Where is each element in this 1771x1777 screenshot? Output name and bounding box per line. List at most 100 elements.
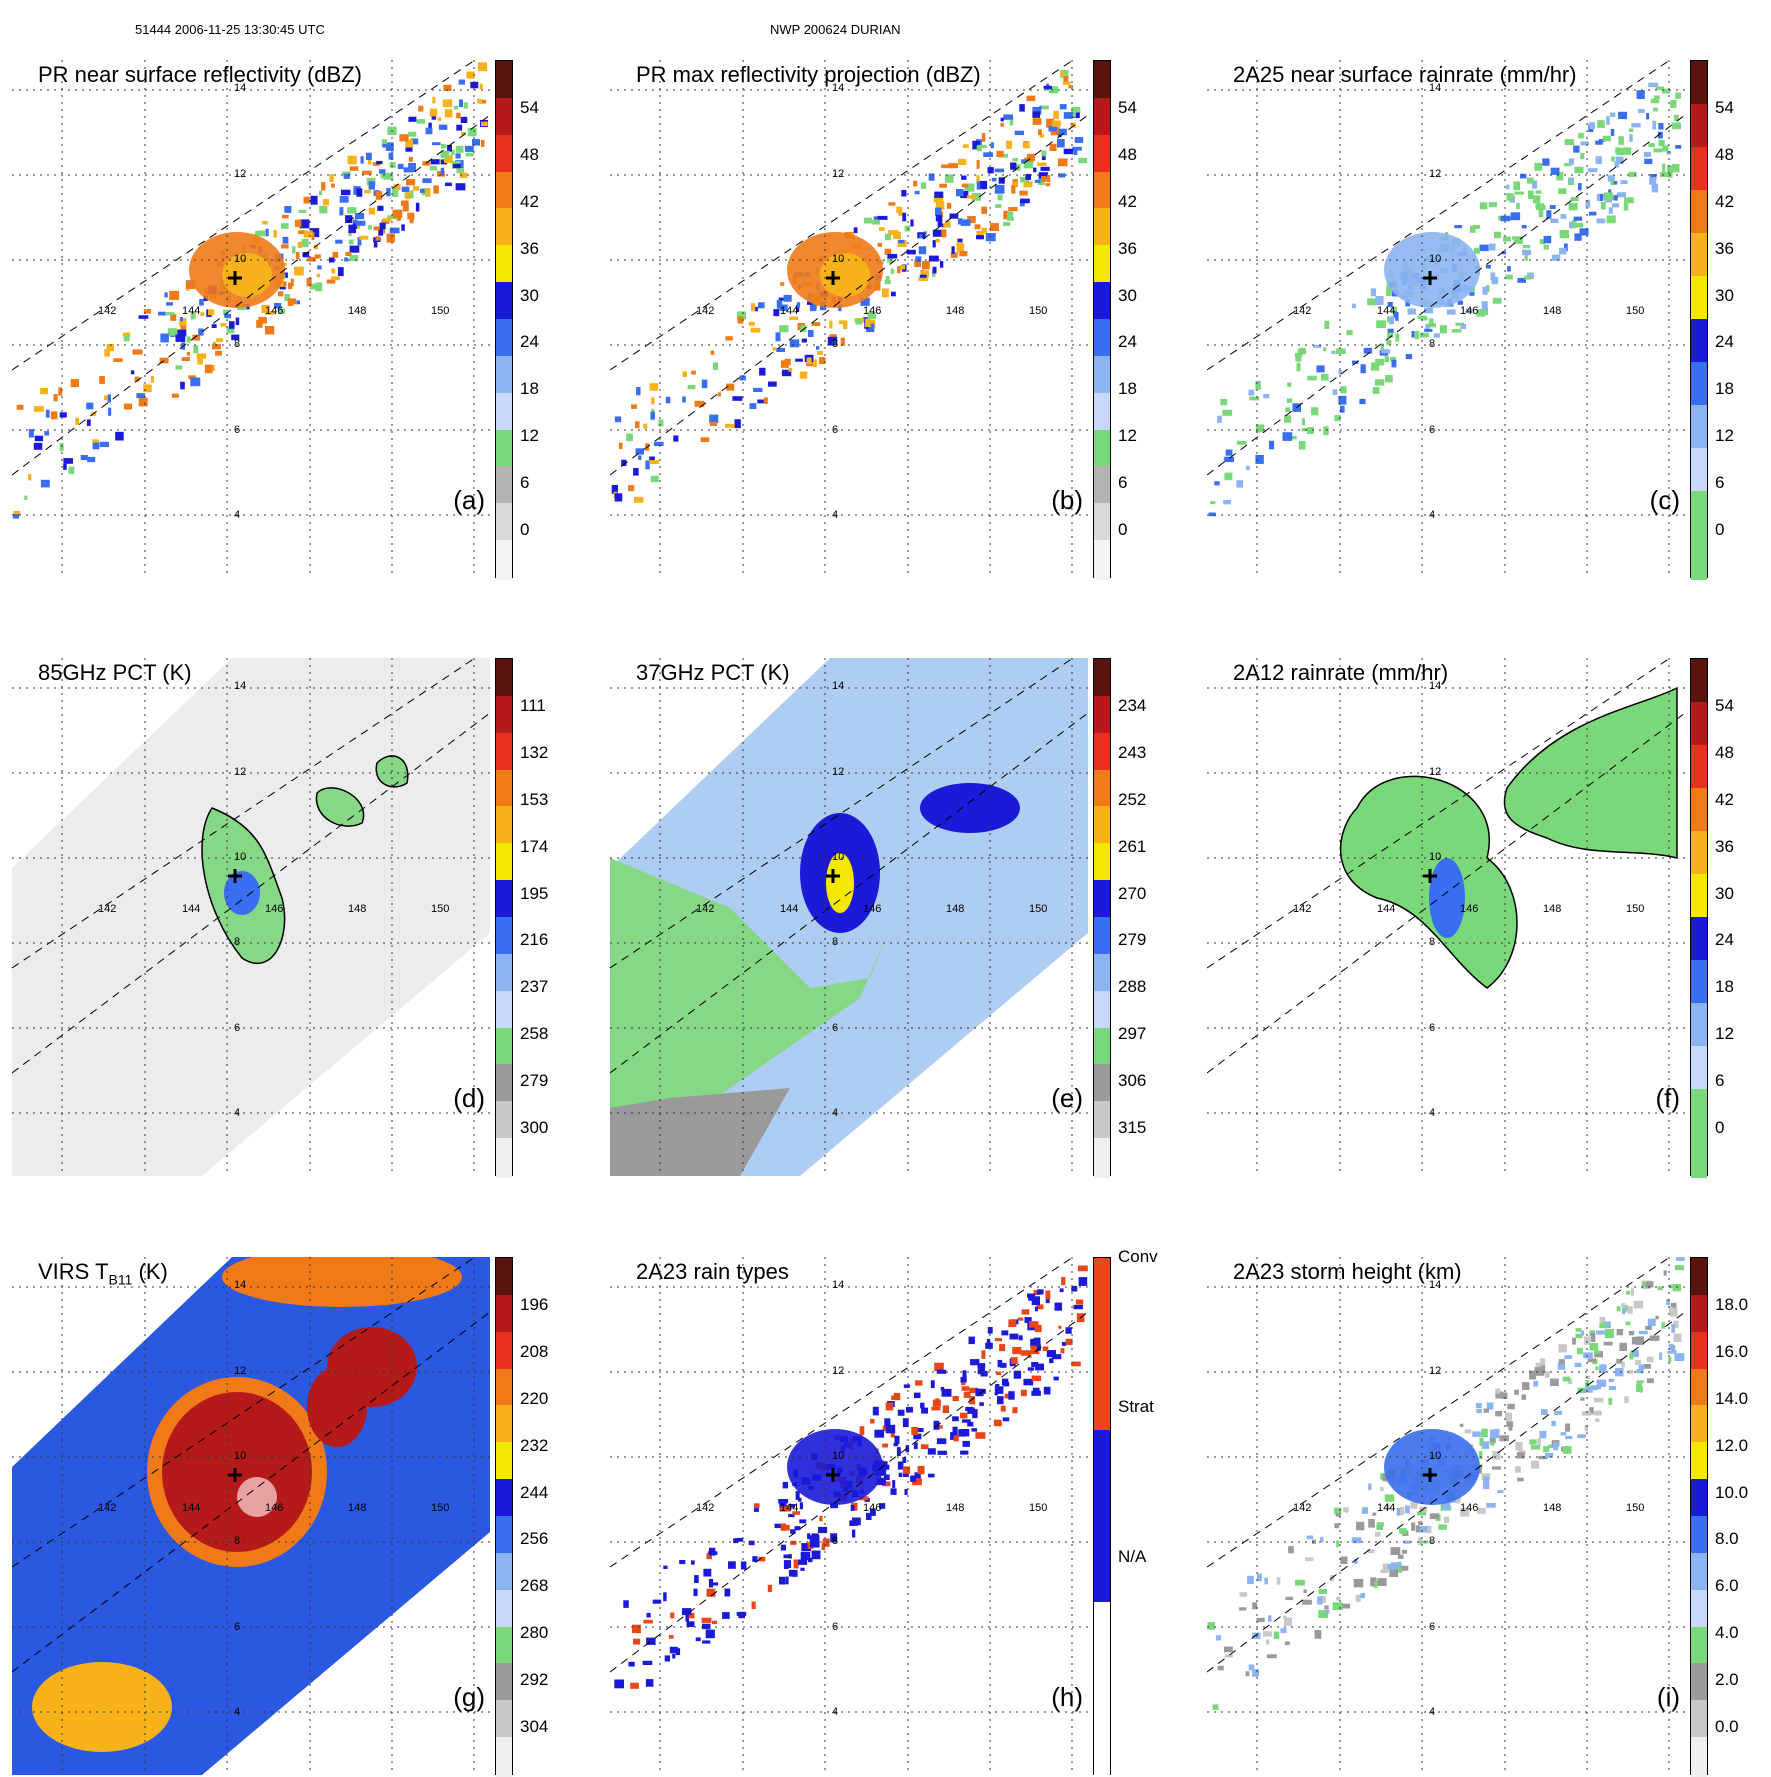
colorbar-segment: [1691, 362, 1707, 408]
colorbar-tick-label: 36: [1715, 238, 1734, 258]
cloud-top-coldest: [237, 1477, 277, 1517]
latitude-label: 4: [234, 1706, 241, 1718]
colorbar-segment: [496, 769, 512, 809]
colorbar-tick-label: 14.0: [1715, 1388, 1749, 1408]
colorbar-segment: [1094, 355, 1110, 396]
colorbar-segment: [1094, 319, 1110, 359]
panel-title-text: 2A12 rainrate (mm/hr): [1233, 660, 1449, 685]
latitude-label: 6: [1429, 1022, 1436, 1034]
swath-edge: [1207, 1257, 1671, 1568]
panel-e: 14214414614815015214121086437GHz PCT (K)…: [598, 618, 1178, 1178]
colorbar-tick-label: 18: [520, 379, 539, 399]
colorbar-segment: [1094, 880, 1110, 920]
colorbar-tick-label: 0.0: [1715, 1717, 1739, 1736]
colorbar-segment: [496, 1138, 512, 1178]
colorbar-segment: [1094, 806, 1110, 846]
colorbar-tick-label: 2.0: [1715, 1670, 1739, 1690]
coldest-core: [826, 853, 854, 913]
colorbar-ticks: 54 48 42 36 30 24 18 12 6 0: [1118, 60, 1188, 578]
longitude-label: 146: [863, 1502, 882, 1514]
colorbar-ticks: 111 132 153 174 195 216 237 258 279 300: [520, 658, 590, 1176]
colorbar: [495, 1257, 513, 1777]
colorbar-tick-label: 234: [1118, 696, 1147, 715]
colorbar-segment: [496, 282, 512, 322]
storm-center-marker: [1423, 869, 1437, 883]
colorbar-tick-label: 208: [520, 1341, 549, 1361]
colorbar-tick-label: 132: [520, 742, 549, 762]
swath-edge: [1207, 114, 1685, 476]
colorbar-tick-label: 12.0: [1715, 1435, 1749, 1455]
storm-core: [1384, 232, 1480, 308]
colorbar-segment: [496, 1626, 512, 1666]
colorbar-segment: [496, 97, 512, 138]
panel-title-text: PR max reflectivity projection (dBZ): [636, 62, 981, 87]
colorbar-segment: [1094, 245, 1110, 285]
header-orbit-time: 51444 2006-11-25 13:30:45 UTC: [135, 22, 325, 37]
colorbar-tick-label: 258: [520, 1024, 549, 1044]
colorbar-tick-label: 292: [520, 1670, 549, 1690]
swath-edge: [12, 658, 476, 969]
colorbar-tick-label: 280: [520, 1623, 549, 1643]
colorbar-ticks: 234 243 252 261 270 279 288 297 306 315: [1118, 658, 1188, 1176]
colorbar-tick-label: 48: [1715, 742, 1734, 762]
cloud-top-cold: [307, 1367, 367, 1447]
latitude-label: 4: [1429, 509, 1436, 521]
storm-center-marker: [228, 869, 242, 883]
colorbar-segment: [496, 1479, 512, 1519]
colorbar-tick-label: 54: [1715, 98, 1734, 117]
colorbar-tick-label: 42: [1118, 191, 1137, 211]
colorbar-tick-label: 232: [520, 1435, 549, 1455]
cold-core: [224, 871, 260, 915]
latitude-label: 6: [832, 1621, 839, 1633]
colorbar-segment: [496, 540, 512, 580]
longitude-label: 148: [1543, 305, 1562, 317]
latitude-label: 14: [1429, 1279, 1442, 1291]
land-region: [610, 1088, 790, 1176]
colorbar-segment: [1094, 990, 1110, 1031]
cloud-top: [222, 1257, 462, 1307]
storm-core: [1384, 1429, 1480, 1505]
latitude-label: 8: [1429, 1535, 1436, 1547]
cloud-top-cold: [162, 1392, 312, 1552]
map-area: 142144146148150152141210864: [1207, 1257, 1685, 1775]
colorbar-tick-label: 279: [520, 1071, 549, 1091]
cloud-top: [32, 1662, 172, 1752]
colorbar-segment: [1094, 466, 1110, 506]
panel-title-text: 85GHz PCT (K): [38, 660, 192, 685]
colorbar-segment: [496, 134, 512, 175]
colorbar-segment: [1094, 732, 1110, 773]
swath-edge: [610, 60, 1074, 371]
latitude-label: 12: [832, 1365, 845, 1377]
longitude-label: 142: [696, 1502, 715, 1514]
colorbar-segment: [1094, 134, 1110, 175]
colorbar-segment: [496, 917, 512, 957]
longitude-label: 142: [98, 1502, 117, 1514]
storm-core: [787, 1429, 883, 1505]
colorbar-tick-label: 0: [1118, 520, 1128, 539]
colorbar: [1093, 658, 1111, 1178]
map-area: 142144146148150152141210864: [1207, 60, 1685, 578]
map-area: 142144146148150152141210864: [1207, 658, 1685, 1176]
colorbar-tick-label: 36: [1715, 836, 1734, 856]
colorbar-tick-label: 6: [520, 473, 530, 493]
longitude-label: 146: [265, 1502, 284, 1514]
longitude-label: 142: [696, 305, 715, 317]
colorbar-segment: [1691, 1368, 1707, 1408]
colorbar-tick-label: Conv: [1118, 1247, 1158, 1266]
panel-title-text: 2A23 rain types: [636, 1259, 789, 1284]
panel-title-subscript: B11: [108, 1271, 133, 1288]
panel-h: 1421441461481501521412108642A23 rain typ…: [598, 1217, 1178, 1777]
longitude-label: 144: [780, 903, 799, 915]
longitude-label: 146: [1460, 305, 1479, 317]
latitude-label: 14: [832, 82, 845, 94]
swath-echoes: [1208, 82, 1682, 517]
colorbar-tick-label: 244: [520, 1482, 549, 1502]
latitude-label: 4: [1429, 1107, 1436, 1119]
colorbar-tick-label: 216: [520, 930, 549, 950]
colorbar-segment: [496, 732, 512, 773]
colorbar-segment: [1691, 1626, 1707, 1666]
colorbar-segment: [1094, 392, 1110, 433]
colorbar-segment: [1094, 540, 1110, 580]
colorbar-segment: [1691, 1294, 1707, 1335]
colorbar-segment: [496, 1405, 512, 1445]
